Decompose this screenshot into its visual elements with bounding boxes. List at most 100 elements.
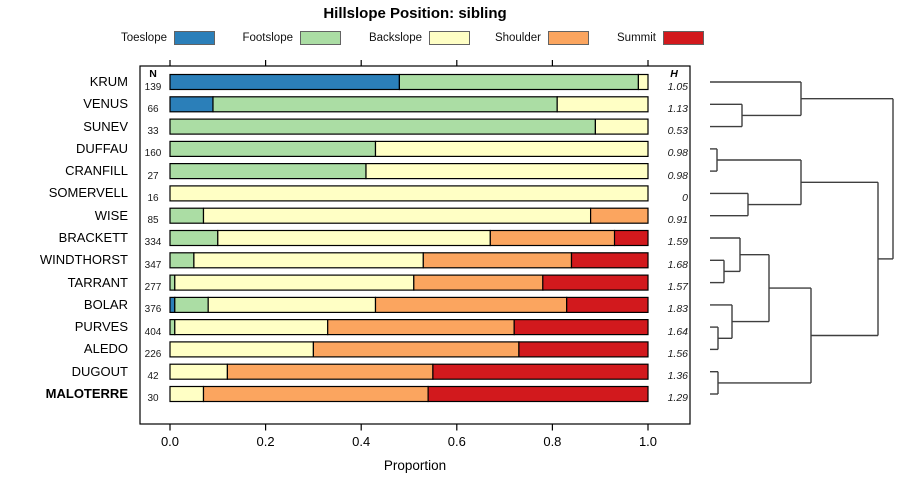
h-value: 1.57 bbox=[667, 281, 688, 294]
row-label: BRACKETT bbox=[58, 229, 128, 245]
bar-segment-footslope bbox=[169, 118, 596, 135]
legend-swatch-backslope bbox=[429, 31, 470, 45]
bar-segment-shoulder bbox=[202, 385, 429, 403]
n-value: 85 bbox=[147, 215, 159, 227]
h-value: 1.36 bbox=[667, 370, 688, 383]
h-value: 1.68 bbox=[667, 258, 688, 271]
n-value: 42 bbox=[147, 371, 159, 383]
n-value: 16 bbox=[147, 192, 159, 204]
bar-segment-summit bbox=[427, 385, 649, 403]
bar-segment-toeslope bbox=[169, 96, 214, 113]
bar-segment-shoulder bbox=[589, 207, 649, 224]
bar-segment-backslope bbox=[193, 252, 424, 269]
bar-segment-backslope bbox=[174, 319, 329, 336]
legend-swatch-footslope bbox=[300, 31, 341, 45]
plot-border bbox=[139, 65, 691, 425]
x-tick-label: 0.4 bbox=[352, 434, 371, 449]
bar-segment-backslope bbox=[594, 118, 649, 135]
x-tick-label: 0.8 bbox=[543, 434, 562, 449]
h-value: 1.13 bbox=[667, 102, 688, 115]
bar-segment-backslope bbox=[217, 229, 491, 247]
row-label: DUFFAU bbox=[76, 140, 128, 156]
h-value: 1.59 bbox=[667, 236, 688, 249]
bar-segment-backslope bbox=[556, 96, 649, 113]
row-label: TARRANT bbox=[67, 274, 128, 290]
h-column-header: H bbox=[670, 68, 678, 80]
bar-segment-summit bbox=[518, 341, 649, 358]
bar-segment-summit bbox=[542, 274, 649, 291]
bar-segment-backslope bbox=[202, 207, 592, 224]
bar-segment-shoulder bbox=[422, 252, 573, 269]
n-value: 226 bbox=[144, 348, 162, 360]
row-label: ALEDO bbox=[83, 341, 128, 357]
legend-label-toeslope: Toeslope bbox=[120, 32, 167, 44]
bar-segment-backslope bbox=[374, 140, 649, 157]
bar-segment-summit bbox=[570, 252, 649, 269]
n-value: 376 bbox=[144, 304, 162, 316]
bar-segment-summit bbox=[613, 229, 649, 247]
h-value: 1.83 bbox=[667, 303, 688, 316]
n-value: 277 bbox=[144, 282, 162, 294]
row-label: WISE bbox=[94, 207, 128, 223]
h-value: 1.64 bbox=[667, 325, 688, 338]
legend-label-backslope: Backslope bbox=[368, 32, 422, 44]
bar-segment-backslope bbox=[169, 385, 205, 403]
row-label: KRUM bbox=[89, 74, 128, 89]
row-label: MALOTERRE bbox=[45, 385, 128, 401]
h-value: 1.05 bbox=[667, 80, 688, 93]
bar-segment-backslope bbox=[169, 185, 649, 202]
n-column-header: N bbox=[149, 68, 157, 80]
n-value: 33 bbox=[147, 126, 159, 138]
x-tick-label: 0.2 bbox=[256, 434, 275, 449]
n-value: 30 bbox=[147, 393, 159, 405]
row-label: VENUS bbox=[83, 96, 128, 112]
bar-segment-backslope bbox=[169, 341, 314, 358]
h-value: 1.56 bbox=[667, 347, 688, 360]
row-label: CRANFILL bbox=[65, 163, 128, 179]
h-value: 1.29 bbox=[667, 392, 688, 405]
bar-segment-backslope bbox=[207, 296, 377, 313]
x-tick-label: 1.0 bbox=[638, 434, 658, 449]
h-value: 0.53 bbox=[667, 125, 688, 138]
row-label: SOMERVELL bbox=[48, 185, 128, 201]
bar-segment-summit bbox=[432, 363, 649, 380]
n-value: 404 bbox=[144, 326, 162, 338]
bar-segment-shoulder bbox=[327, 319, 515, 336]
bar-segment-shoulder bbox=[489, 229, 616, 247]
bar-segment-shoulder bbox=[413, 274, 544, 291]
bar-segment-toeslope bbox=[169, 73, 400, 91]
n-value: 160 bbox=[144, 148, 162, 160]
row-label: WINDTHORST bbox=[39, 252, 128, 268]
n-value: 347 bbox=[144, 259, 162, 271]
h-value: 0.98 bbox=[667, 147, 688, 160]
n-value: 27 bbox=[147, 170, 159, 182]
legend-swatch-toeslope bbox=[174, 31, 215, 45]
bar-segment-footslope bbox=[169, 207, 205, 224]
legend-label-shoulder: Shoulder bbox=[494, 32, 541, 44]
h-value: 0.91 bbox=[667, 214, 688, 227]
n-value: 139 bbox=[144, 81, 162, 93]
legend-swatch-summit bbox=[663, 31, 704, 45]
row-label: PURVES bbox=[74, 319, 128, 335]
row-label: DUGOUT bbox=[71, 363, 128, 379]
x-tick-label: 0.0 bbox=[160, 434, 180, 449]
legend-swatch-shoulder bbox=[548, 31, 589, 45]
bar-segment-footslope bbox=[169, 229, 219, 247]
n-value: 334 bbox=[144, 237, 162, 249]
bar-segment-footslope bbox=[398, 73, 639, 91]
bar-segment-backslope bbox=[174, 274, 415, 291]
h-value: 0.98 bbox=[667, 169, 688, 182]
n-value: 66 bbox=[147, 103, 159, 115]
bar-segment-shoulder bbox=[374, 296, 568, 313]
row-label: BOLAR bbox=[83, 296, 128, 312]
x-axis-title: Proportion bbox=[383, 458, 447, 473]
bar-segment-backslope bbox=[637, 73, 649, 91]
legend-label-footslope: Footslope bbox=[242, 32, 293, 44]
bar-segment-footslope bbox=[169, 163, 367, 180]
bar-segment-summit bbox=[566, 296, 649, 313]
bar-segment-shoulder bbox=[226, 363, 434, 380]
bar-segment-summit bbox=[513, 319, 649, 336]
bar-segment-footslope bbox=[169, 140, 377, 157]
